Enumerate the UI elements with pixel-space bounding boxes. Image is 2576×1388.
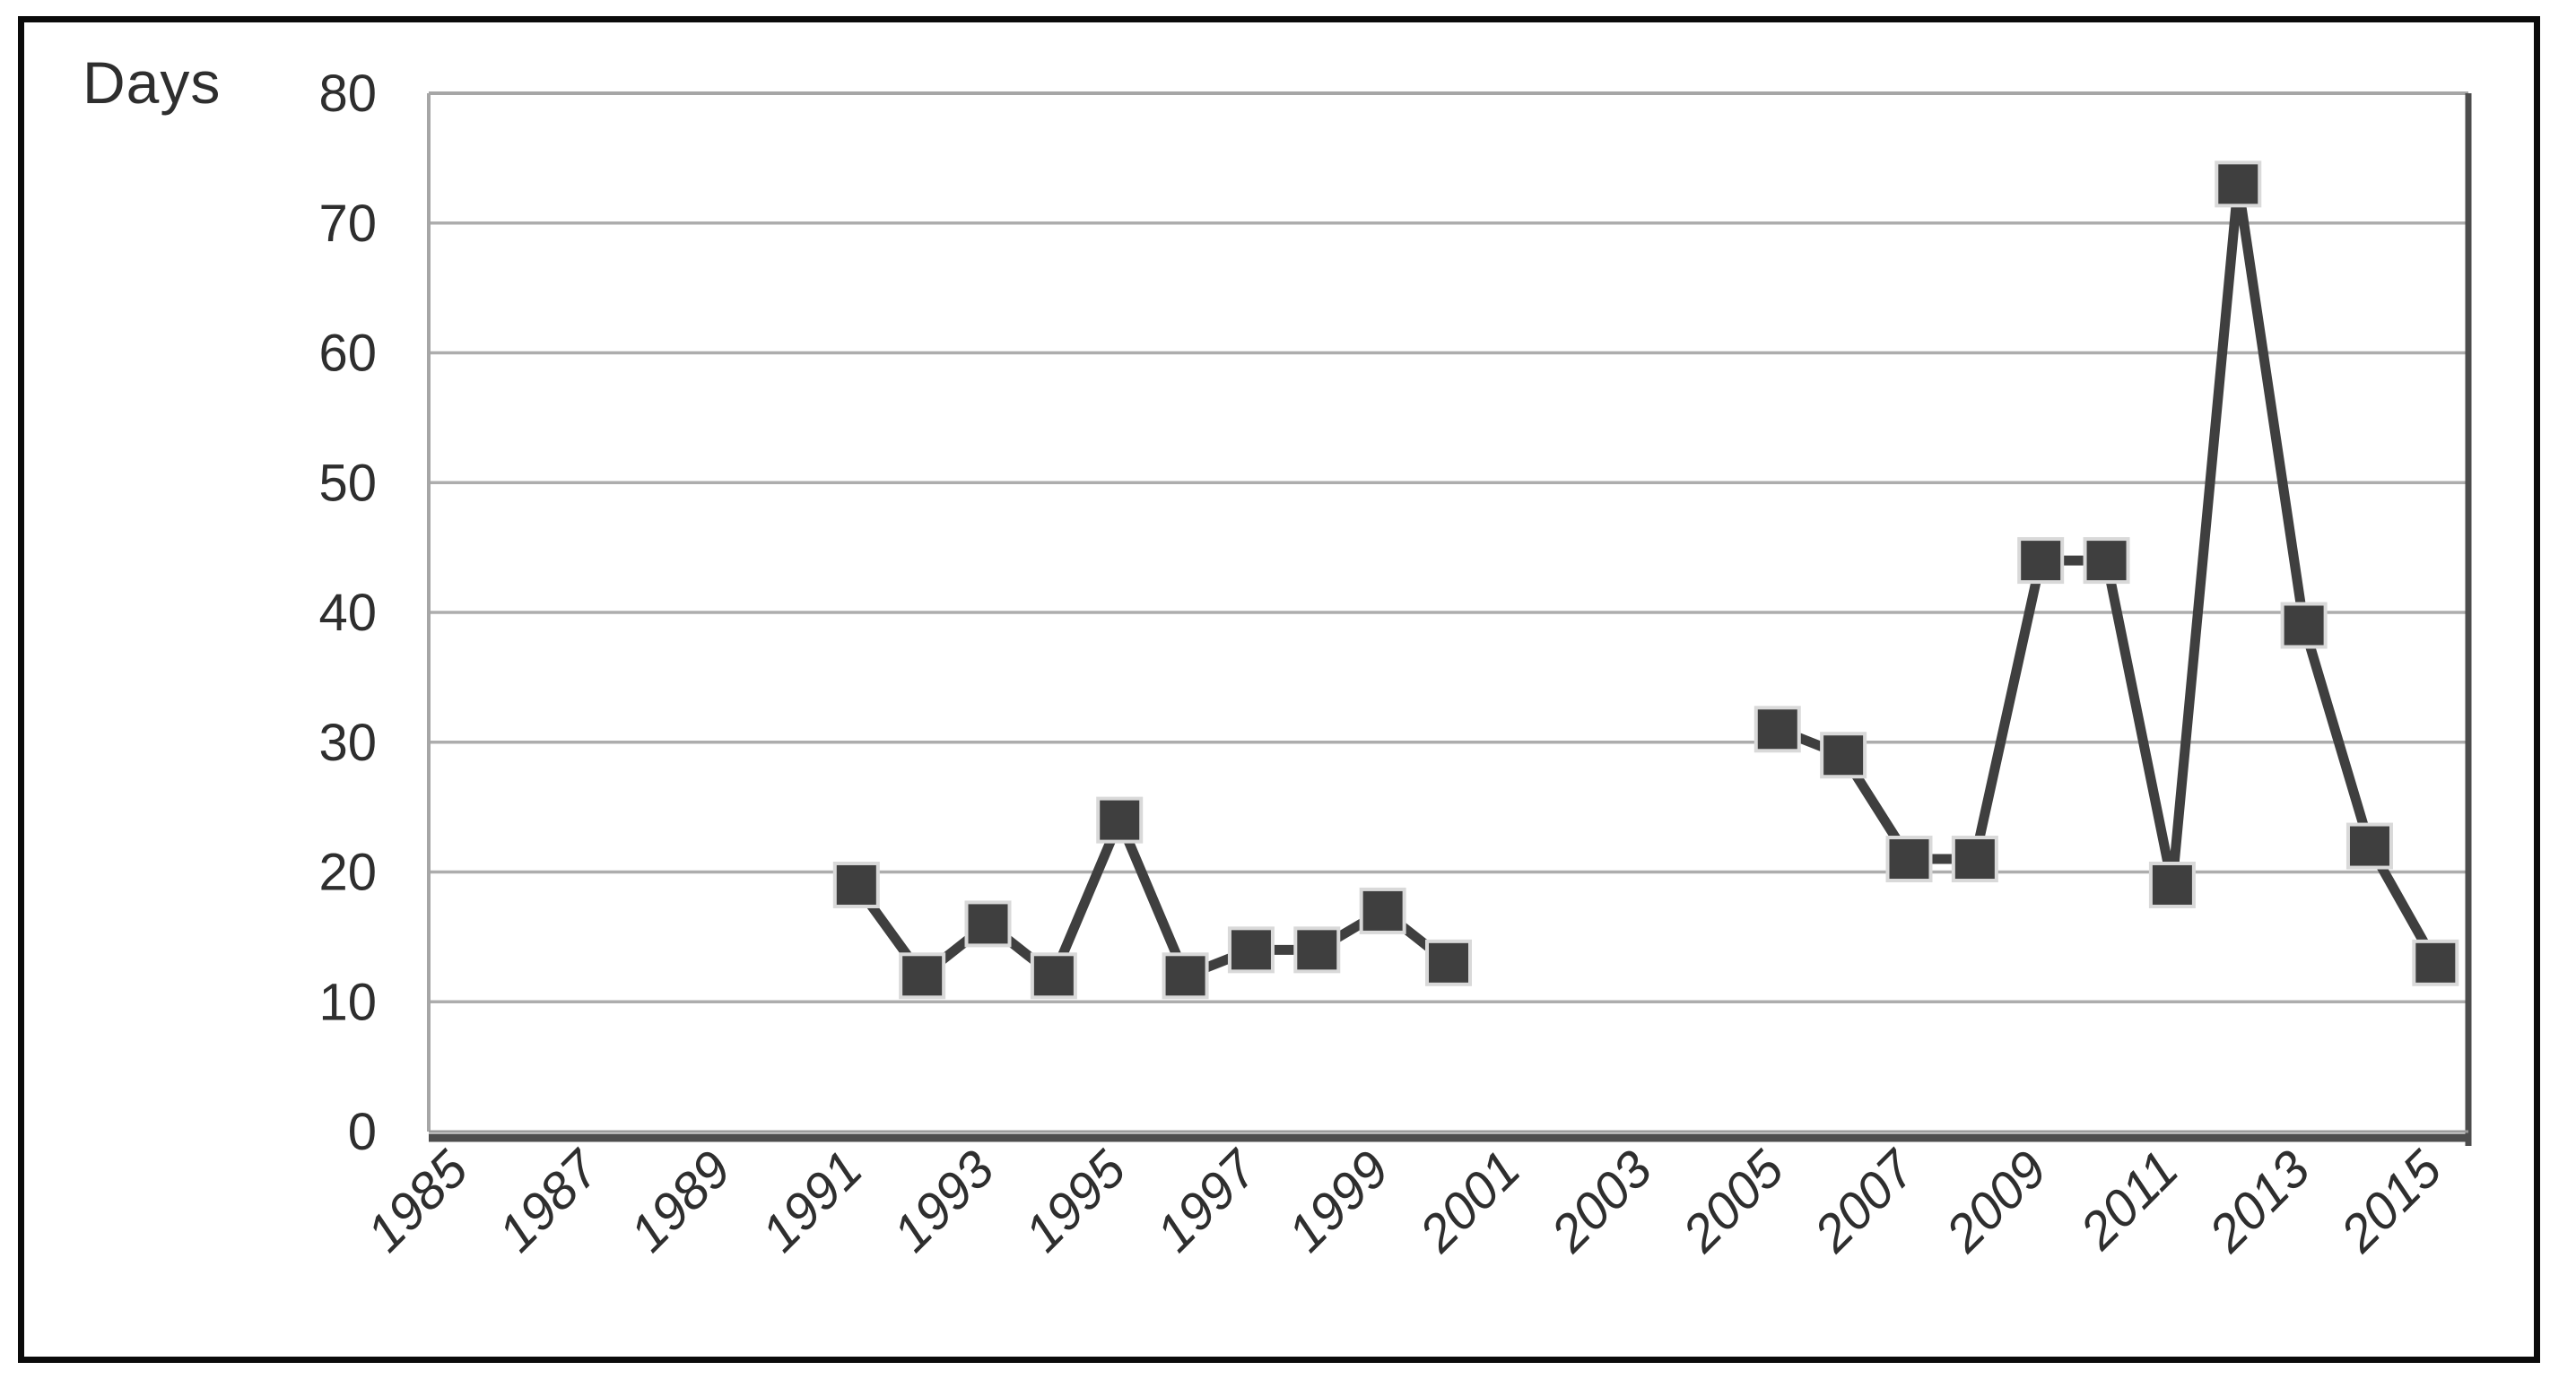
y-tick-label-0: 0	[348, 1103, 377, 1161]
y-tick-label-30: 30	[318, 714, 377, 772]
data-point-marker-2000	[1425, 939, 1472, 986]
data-point-marker-2012	[2215, 160, 2262, 208]
data-point-marker-1994	[1030, 952, 1077, 1000]
y-tick-label-20: 20	[318, 844, 377, 902]
data-point-marker-1998	[1293, 926, 1341, 974]
data-point-marker-2010	[2083, 537, 2130, 585]
x-tick-label-1987: 1987	[487, 1138, 612, 1262]
data-point-marker-1999	[1359, 887, 1406, 934]
y-tick-label-80: 80	[318, 65, 377, 123]
x-tick-label-1989: 1989	[619, 1140, 742, 1262]
data-point-marker-1996	[1162, 952, 1209, 1000]
x-tick-label-1999: 1999	[1277, 1140, 1400, 1262]
y-tick-label-50: 50	[318, 454, 377, 512]
x-tick-label-1993: 1993	[883, 1140, 1005, 1262]
x-tick-label-2013: 2013	[2197, 1140, 2321, 1263]
x-tick-label-2009: 2009	[1934, 1140, 2058, 1263]
data-point-marker-1992	[899, 952, 946, 1000]
data-point-marker-2014	[2345, 822, 2393, 870]
x-tick-label-2003: 2003	[1539, 1140, 1663, 1263]
data-point-marker-2006	[1820, 732, 1867, 779]
data-point-marker-2007	[1885, 836, 1933, 883]
data-point-marker-2013	[2280, 602, 2328, 649]
x-tick-label-2007: 2007	[1803, 1138, 1928, 1263]
data-point-marker-1991	[832, 861, 880, 908]
y-tick-label-60: 60	[318, 325, 377, 383]
y-tick-label-70: 70	[318, 195, 377, 253]
y-axis-title: Days	[83, 49, 222, 116]
x-tick-label-2005: 2005	[1671, 1140, 1795, 1263]
x-tick-label-1997: 1997	[1145, 1138, 1270, 1262]
data-point-marker-2008	[1951, 836, 1998, 883]
data-point-marker-2011	[2148, 861, 2196, 908]
series-line-segment-1	[852, 807, 1452, 985]
data-point-marker-2015	[2412, 939, 2459, 986]
x-tick-label-2001: 2001	[1408, 1140, 1532, 1263]
data-point-marker-1997	[1227, 926, 1275, 974]
data-point-marker-1995	[1096, 796, 1144, 844]
data-point-marker-2005	[1754, 706, 1801, 753]
y-tick-label-10: 10	[318, 973, 377, 1031]
data-point-marker-1993	[964, 900, 1012, 948]
data-point-marker-2009	[2017, 537, 2065, 585]
x-tick-label-1991: 1991	[751, 1140, 874, 1262]
y-tick-label-40: 40	[318, 584, 377, 642]
x-tick-label-2011: 2011	[2068, 1140, 2189, 1261]
x-tick-label-2015: 2015	[2329, 1140, 2453, 1263]
x-tick-label-1995: 1995	[1014, 1140, 1137, 1263]
